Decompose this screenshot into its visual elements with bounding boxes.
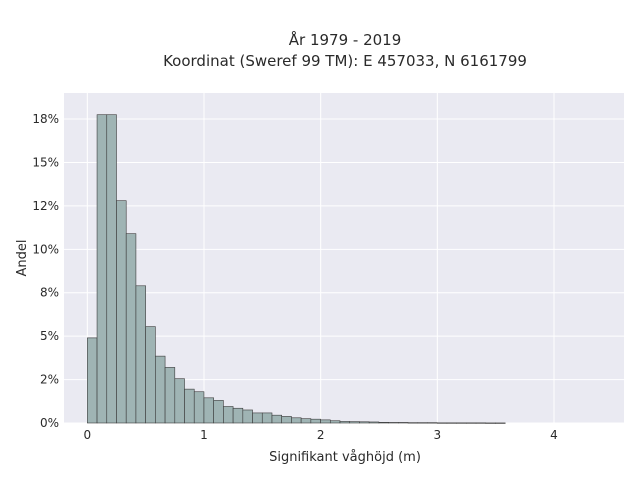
histogram-bar	[242, 409, 253, 424]
y-tick-label: 18%	[32, 112, 59, 126]
histogram-bar	[446, 422, 457, 424]
grid-lines	[64, 93, 624, 424]
histogram-bar	[174, 378, 185, 424]
y-tick-label: 12%	[32, 199, 59, 213]
y-axis-label: Andel	[15, 240, 30, 277]
histogram-bar	[203, 397, 214, 424]
histogram-bar	[291, 417, 302, 424]
x-tick-label: 4	[550, 428, 558, 442]
x-tick-label: 0	[84, 428, 92, 442]
histogram-bar	[145, 326, 156, 424]
histogram-bar	[339, 421, 351, 424]
y-axis-ticks: 0% 2% 5% 8% 10% 12% 15% 18%	[32, 112, 59, 430]
histogram-bar	[329, 420, 341, 424]
histogram-bar	[232, 407, 244, 424]
y-tick-label: 5%	[40, 329, 59, 343]
y-tick-label: 8%	[40, 286, 59, 300]
histogram-bar	[116, 200, 127, 424]
histogram-bar	[368, 421, 380, 424]
histogram-bar	[252, 412, 263, 424]
histogram-bar	[417, 422, 428, 424]
y-tick-label: 0%	[40, 416, 59, 430]
histogram-bar	[456, 422, 467, 424]
histogram-bar	[261, 412, 273, 424]
histogram-bar	[475, 422, 487, 424]
histogram-bar	[310, 418, 321, 424]
histogram-bar	[320, 419, 331, 424]
x-tick-label: 1	[200, 428, 208, 442]
chart-title-line1: År 1979 - 2019	[289, 30, 402, 49]
histogram-bar	[359, 421, 370, 424]
histogram-bar	[184, 388, 195, 424]
histogram-bar	[427, 422, 438, 424]
histogram-bar	[223, 406, 234, 424]
y-tick-label: 15%	[32, 155, 59, 169]
histogram-bar	[271, 414, 282, 424]
x-axis-label: Signifikant våghöjd (m)	[269, 450, 421, 465]
histogram-bar	[300, 418, 312, 424]
histogram-bar	[213, 400, 224, 424]
histogram-bar	[87, 337, 98, 424]
histogram-bar	[281, 416, 292, 424]
histogram-bar	[125, 233, 137, 424]
histogram-bar	[485, 422, 496, 424]
histogram-bars	[87, 114, 506, 424]
histogram-bar	[495, 422, 506, 424]
histogram-bar	[193, 391, 205, 424]
y-tick-label: 2%	[40, 373, 59, 387]
histogram-bar	[164, 367, 176, 424]
x-axis-ticks: 0 1 2 3 4	[84, 428, 558, 442]
histogram-bar	[388, 422, 399, 424]
histogram-bar	[436, 422, 448, 424]
histogram-bar	[378, 422, 389, 424]
histogram-bar	[155, 355, 166, 424]
histogram-bar	[135, 285, 146, 424]
x-tick-label: 3	[434, 428, 442, 442]
y-tick-label: 10%	[32, 242, 59, 256]
histogram-bar	[407, 422, 419, 424]
histogram-bar	[96, 114, 108, 424]
chart-title-line2: Koordinat (Sweref 99 TM): E 457033, N 61…	[163, 52, 527, 70]
x-tick-label: 2	[317, 428, 325, 442]
histogram-bar	[106, 114, 117, 424]
histogram-bar	[466, 422, 477, 424]
histogram-bar	[398, 422, 409, 424]
histogram-bar	[349, 421, 360, 424]
